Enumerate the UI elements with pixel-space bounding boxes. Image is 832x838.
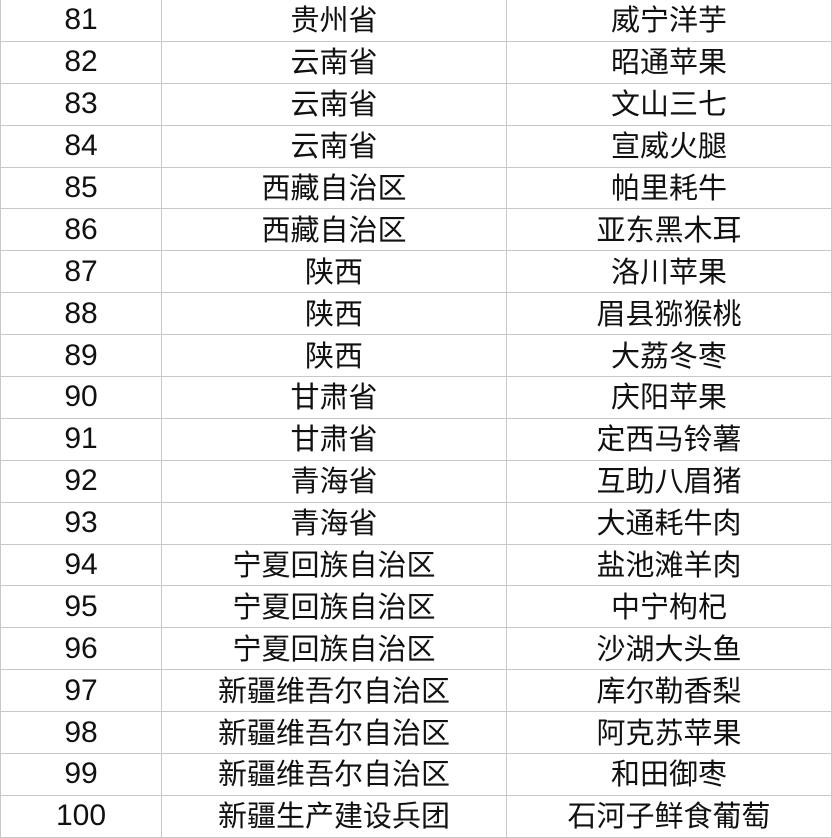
product-cell: 沙湖大头鱼 bbox=[506, 627, 832, 671]
province-cell: 新疆维吾尔自治区 bbox=[161, 753, 507, 796]
table-row: 88 陕西 眉县猕猴桃 bbox=[0, 292, 832, 336]
table-row: 93 青海省 大通耗牛肉 bbox=[0, 501, 832, 545]
row-number-cell: 90 bbox=[0, 376, 162, 419]
row-number-cell: 98 bbox=[0, 711, 162, 755]
product-cell: 文山三七 bbox=[506, 82, 832, 126]
table-row: 98 新疆维吾尔自治区 阿克苏苹果 bbox=[0, 711, 832, 755]
table-row: 86 西藏自治区 亚东黑木耳 bbox=[0, 208, 832, 252]
product-cell: 盐池滩羊肉 bbox=[506, 543, 832, 587]
table-row: 84 云南省 宣威火腿 bbox=[0, 124, 832, 168]
table-row: 85 西藏自治区 帕里耗牛 bbox=[0, 166, 832, 210]
product-cell: 和田御枣 bbox=[506, 753, 832, 796]
row-number-cell: 94 bbox=[0, 543, 162, 587]
row-number-cell: 81 bbox=[0, 0, 162, 42]
province-cell: 甘肃省 bbox=[161, 417, 507, 461]
table-row: 95 宁夏回族自治区 中宁枸杞 bbox=[0, 585, 832, 629]
product-cell: 宣威火腿 bbox=[506, 124, 832, 168]
product-cell: 大通耗牛肉 bbox=[506, 501, 832, 545]
product-cell: 洛川苹果 bbox=[506, 250, 832, 294]
row-number-cell: 83 bbox=[0, 82, 162, 126]
province-cell: 云南省 bbox=[161, 40, 507, 84]
row-number-cell: 91 bbox=[0, 417, 162, 461]
table-row: 89 陕西 大荔冬枣 bbox=[0, 334, 832, 378]
table-row: 92 青海省 互助八眉猪 bbox=[0, 459, 832, 503]
row-number-cell: 99 bbox=[0, 753, 162, 796]
product-cell: 帕里耗牛 bbox=[506, 166, 832, 210]
table-row: 81 贵州省 威宁洋芋 bbox=[0, 0, 832, 42]
row-number-cell: 87 bbox=[0, 250, 162, 294]
province-cell: 陕西 bbox=[161, 250, 507, 294]
province-cell: 新疆维吾尔自治区 bbox=[161, 669, 507, 713]
province-cell: 青海省 bbox=[161, 459, 507, 503]
table-row: 83 云南省 文山三七 bbox=[0, 82, 832, 126]
product-cell: 昭通苹果 bbox=[506, 40, 832, 84]
product-cell: 阿克苏苹果 bbox=[506, 711, 832, 755]
table-row: 99 新疆维吾尔自治区 和田御枣 bbox=[0, 753, 832, 796]
province-cell: 西藏自治区 bbox=[161, 208, 507, 252]
row-number-cell: 96 bbox=[0, 627, 162, 671]
table-row: 91 甘肃省 定西马铃薯 bbox=[0, 417, 832, 461]
province-cell: 新疆生产建设兵团 bbox=[161, 794, 507, 838]
table-row: 87 陕西 洛川苹果 bbox=[0, 250, 832, 294]
row-number-cell: 92 bbox=[0, 459, 162, 503]
product-cell: 威宁洋芋 bbox=[506, 0, 832, 42]
province-cell: 云南省 bbox=[161, 82, 507, 126]
product-cell: 库尔勒香梨 bbox=[506, 669, 832, 713]
province-cell: 西藏自治区 bbox=[161, 166, 507, 210]
table-row: 94 宁夏回族自治区 盐池滩羊肉 bbox=[0, 543, 832, 587]
product-cell: 中宁枸杞 bbox=[506, 585, 832, 629]
row-number-cell: 95 bbox=[0, 585, 162, 629]
product-cell: 定西马铃薯 bbox=[506, 417, 832, 461]
province-cell: 甘肃省 bbox=[161, 376, 507, 419]
table-row: 100 新疆生产建设兵团 石河子鲜食葡萄 bbox=[0, 794, 832, 838]
province-cell: 宁夏回族自治区 bbox=[161, 627, 507, 671]
row-number-cell: 84 bbox=[0, 124, 162, 168]
row-number-cell: 89 bbox=[0, 334, 162, 378]
table-row: 97 新疆维吾尔自治区 库尔勒香梨 bbox=[0, 669, 832, 713]
product-cell: 庆阳苹果 bbox=[506, 376, 832, 419]
row-number-cell: 97 bbox=[0, 669, 162, 713]
province-cell: 贵州省 bbox=[161, 0, 507, 42]
row-number-cell: 86 bbox=[0, 208, 162, 252]
product-cell: 大荔冬枣 bbox=[506, 334, 832, 378]
province-cell: 云南省 bbox=[161, 124, 507, 168]
province-cell: 宁夏回族自治区 bbox=[161, 585, 507, 629]
province-cell: 新疆维吾尔自治区 bbox=[161, 711, 507, 755]
province-cell: 陕西 bbox=[161, 334, 507, 378]
table-row: 82 云南省 昭通苹果 bbox=[0, 40, 832, 84]
province-cell: 宁夏回族自治区 bbox=[161, 543, 507, 587]
product-cell: 石河子鲜食葡萄 bbox=[506, 794, 832, 838]
row-number-cell: 85 bbox=[0, 166, 162, 210]
table-row: 96 宁夏回族自治区 沙湖大头鱼 bbox=[0, 627, 832, 671]
row-number-cell: 82 bbox=[0, 40, 162, 84]
table-row: 90 甘肃省 庆阳苹果 bbox=[0, 376, 832, 419]
product-cell: 亚东黑木耳 bbox=[506, 208, 832, 252]
product-cell: 互助八眉猪 bbox=[506, 459, 832, 503]
row-number-cell: 100 bbox=[0, 794, 162, 838]
province-cell: 陕西 bbox=[161, 292, 507, 336]
row-number-cell: 88 bbox=[0, 292, 162, 336]
row-number-cell: 93 bbox=[0, 501, 162, 545]
province-cell: 青海省 bbox=[161, 501, 507, 545]
product-cell: 眉县猕猴桃 bbox=[506, 292, 832, 336]
